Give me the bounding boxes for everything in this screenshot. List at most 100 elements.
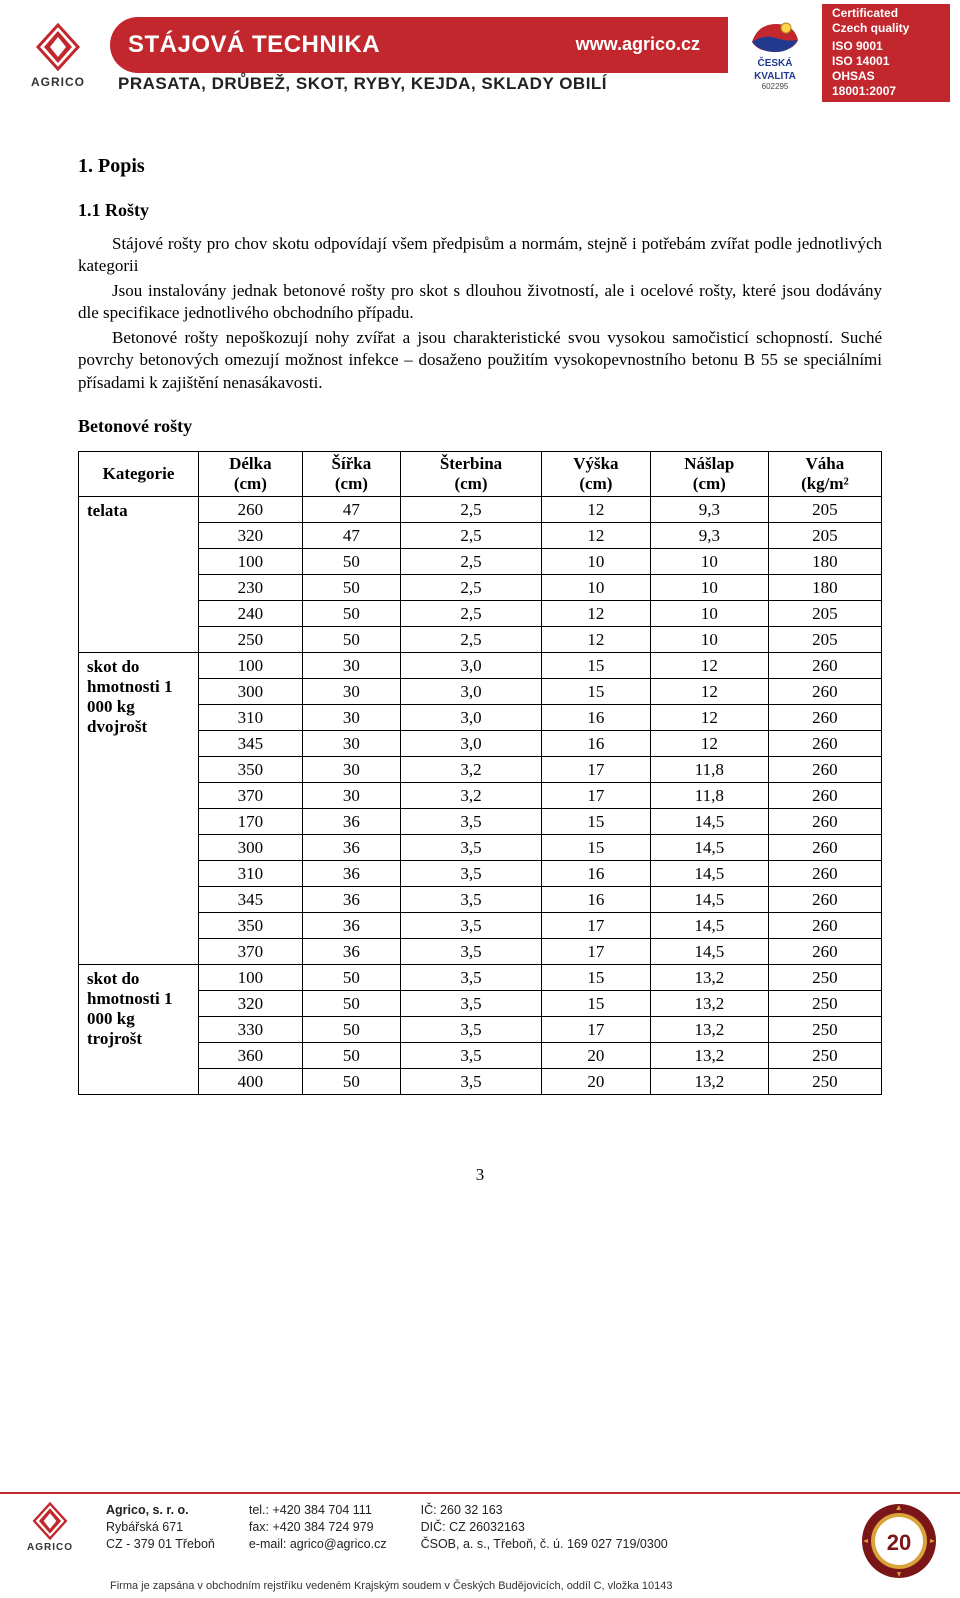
table-cell: 300 <box>199 835 303 861</box>
table-cell: 50 <box>302 627 400 653</box>
table-header-cell: Kategorie <box>79 452 199 497</box>
table-cell: 12 <box>650 679 768 705</box>
table-cell: 16 <box>541 861 650 887</box>
table-cell: 3,0 <box>401 653 542 679</box>
table-cell: 16 <box>541 887 650 913</box>
table-cell: 330 <box>199 1017 303 1043</box>
table-cell: 3,5 <box>401 939 542 965</box>
category-cell: skot do hmotnosti 1 000 kg trojrošt <box>79 965 199 1095</box>
table-cell: 50 <box>302 991 400 1017</box>
table-cell: 30 <box>302 757 400 783</box>
table-cell: 36 <box>302 809 400 835</box>
table-cell: 250 <box>768 991 881 1017</box>
paragraph: Jsou instalovány jednak betonové rošty p… <box>78 280 882 325</box>
category-cell: skot do hmotnosti 1 000 kg dvojrošt <box>79 653 199 965</box>
table-cell: 36 <box>302 861 400 887</box>
footer-line: DIČ: CZ 26032163 <box>421 1519 668 1536</box>
table-row: 230502,51010180 <box>79 575 882 601</box>
table-cell: 12 <box>650 705 768 731</box>
table-cell: 16 <box>541 731 650 757</box>
table-cell: 260 <box>199 497 303 523</box>
table-cell: 50 <box>302 1069 400 1095</box>
table-row: 170363,51514,5260 <box>79 809 882 835</box>
footer-col-1: Agrico, s. r. o. Rybářská 671 CZ - 379 0… <box>106 1502 215 1553</box>
table-cell: 205 <box>768 497 881 523</box>
table-cell: 260 <box>768 835 881 861</box>
table-cell: 3,5 <box>401 809 542 835</box>
table-cell: 3,5 <box>401 1069 542 1095</box>
table-cell: 3,5 <box>401 1043 542 1069</box>
table-cell: 205 <box>768 523 881 549</box>
table-cell: 100 <box>199 549 303 575</box>
footer-line: IČ: 260 32 163 <box>421 1502 668 1519</box>
table-cell: 15 <box>541 653 650 679</box>
table-title: Betonové rošty <box>78 416 882 437</box>
footer-logo-label: AGRICO <box>27 1542 73 1553</box>
table-cell: 17 <box>541 783 650 809</box>
footer-line: fax: +420 384 724 979 <box>249 1519 387 1536</box>
table-cell: 180 <box>768 549 881 575</box>
flag-icon <box>746 14 804 56</box>
ck-label-2: KVALITA <box>754 71 796 82</box>
footer-line: Agrico, s. r. o. <box>106 1502 215 1519</box>
table-cell: 11,8 <box>650 757 768 783</box>
table-cell: 15 <box>541 679 650 705</box>
table-cell: 17 <box>541 1017 650 1043</box>
cert-line: ISO 14001 <box>832 54 940 69</box>
ck-label-1: ČESKÁ <box>757 58 792 69</box>
table-cell: 3,0 <box>401 731 542 757</box>
table-cell: 15 <box>541 809 650 835</box>
table-cell: 260 <box>768 757 881 783</box>
table-cell: 100 <box>199 653 303 679</box>
table-row: 350303,21711,8260 <box>79 757 882 783</box>
table-row: skot do hmotnosti 1 000 kg trojrošt10050… <box>79 965 882 991</box>
table-cell: 50 <box>302 575 400 601</box>
table-cell: 9,3 <box>650 497 768 523</box>
seal-number: 20 <box>887 1530 911 1555</box>
table-row: telata260472,5129,3205 <box>79 497 882 523</box>
page-number: 3 <box>78 1165 882 1185</box>
header-subline: PRASATA, DRŮBEŽ, SKOT, RYBY, KEJDA, SKLA… <box>118 74 607 94</box>
table-cell: 250 <box>768 1043 881 1069</box>
table-cell: 320 <box>199 523 303 549</box>
table-cell: 14,5 <box>650 913 768 939</box>
footer-bottom-line: Firma je zapsána v obchodním rejstříku v… <box>110 1580 672 1592</box>
footer-col-3: IČ: 260 32 163 DIČ: CZ 26032163 ČSOB, a.… <box>421 1502 668 1553</box>
footer-logo: AGRICO <box>14 1502 86 1553</box>
table-row: 310303,01612260 <box>79 705 882 731</box>
logo-icon <box>31 1502 69 1540</box>
table-cell: 13,2 <box>650 1017 768 1043</box>
table-header-cell: Nášlap(cm) <box>650 452 768 497</box>
footer-line: Rybářská 671 <box>106 1519 215 1536</box>
table-cell: 50 <box>302 601 400 627</box>
table-cell: 400 <box>199 1069 303 1095</box>
footer-col-2: tel.: +420 384 704 111 fax: +420 384 724… <box>249 1502 387 1553</box>
table-cell: 30 <box>302 653 400 679</box>
table-cell: 170 <box>199 809 303 835</box>
table-cell: 300 <box>199 679 303 705</box>
table-cell: 13,2 <box>650 991 768 1017</box>
header-strip: STÁJOVÁ TECHNIKA www.agrico.cz <box>110 17 728 73</box>
table-cell: 260 <box>768 783 881 809</box>
table-header-cell: Délka(cm) <box>199 452 303 497</box>
table-cell: 30 <box>302 679 400 705</box>
cert-line: Certificated <box>832 6 940 21</box>
table-cell: 260 <box>768 705 881 731</box>
table-header-cell: Výška(cm) <box>541 452 650 497</box>
table-header-cell: Váha(kg/m² <box>768 452 881 497</box>
cert-line: OHSAS <box>832 69 940 84</box>
table-row: 345363,51614,5260 <box>79 887 882 913</box>
footer: AGRICO Agrico, s. r. o. Rybářská 671 CZ … <box>0 1492 960 1598</box>
subsection-title: 1.1 Rošty <box>78 200 882 221</box>
table-cell: 3,5 <box>401 887 542 913</box>
table-cell: 14,5 <box>650 809 768 835</box>
table-cell: 3,5 <box>401 861 542 887</box>
footer-line: e-mail: agrico@agrico.cz <box>249 1536 387 1553</box>
table-cell: 260 <box>768 887 881 913</box>
table-cell: 15 <box>541 965 650 991</box>
table-cell: 310 <box>199 861 303 887</box>
table-cell: 370 <box>199 939 303 965</box>
table-cell: 3,5 <box>401 965 542 991</box>
table-cell: 36 <box>302 887 400 913</box>
table-head: KategorieDélka(cm)Šířka(cm)Šterbina(cm)V… <box>79 452 882 497</box>
